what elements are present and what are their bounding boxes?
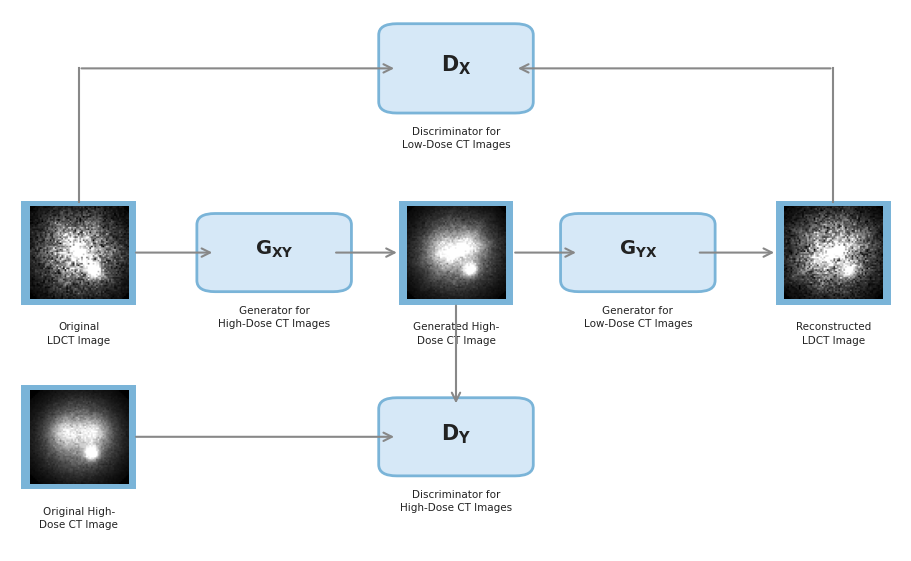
FancyBboxPatch shape <box>378 398 533 476</box>
Text: Discriminator for
High-Dose CT Images: Discriminator for High-Dose CT Images <box>400 490 511 513</box>
Text: Original
LDCT Image: Original LDCT Image <box>47 323 110 346</box>
Text: Generator for
High-Dose CT Images: Generator for High-Dose CT Images <box>218 306 330 329</box>
FancyBboxPatch shape <box>378 24 533 113</box>
FancyBboxPatch shape <box>783 206 882 300</box>
Text: Generator for
Low-Dose CT Images: Generator for Low-Dose CT Images <box>583 306 691 329</box>
Text: $\mathbf{D_X}$: $\mathbf{D_X}$ <box>440 54 471 77</box>
FancyBboxPatch shape <box>29 206 128 300</box>
Text: Discriminator for
Low-Dose CT Images: Discriminator for Low-Dose CT Images <box>401 127 510 150</box>
FancyBboxPatch shape <box>21 385 136 489</box>
FancyBboxPatch shape <box>21 201 136 305</box>
Text: $\mathbf{G_{YX}}$: $\mathbf{G_{YX}}$ <box>618 239 656 260</box>
Text: $\mathbf{G_{XY}}$: $\mathbf{G_{XY}}$ <box>254 239 293 260</box>
Text: $\mathbf{D_Y}$: $\mathbf{D_Y}$ <box>440 422 471 446</box>
FancyBboxPatch shape <box>197 214 351 292</box>
Text: Reconstructed
LDCT Image: Reconstructed LDCT Image <box>794 323 870 346</box>
FancyBboxPatch shape <box>775 201 890 305</box>
FancyBboxPatch shape <box>398 201 513 305</box>
Text: Original High-
Dose CT Image: Original High- Dose CT Image <box>39 507 118 530</box>
FancyBboxPatch shape <box>29 390 128 484</box>
Text: Generated High-
Dose CT Image: Generated High- Dose CT Image <box>413 323 498 346</box>
FancyBboxPatch shape <box>560 214 714 292</box>
FancyBboxPatch shape <box>406 206 505 300</box>
